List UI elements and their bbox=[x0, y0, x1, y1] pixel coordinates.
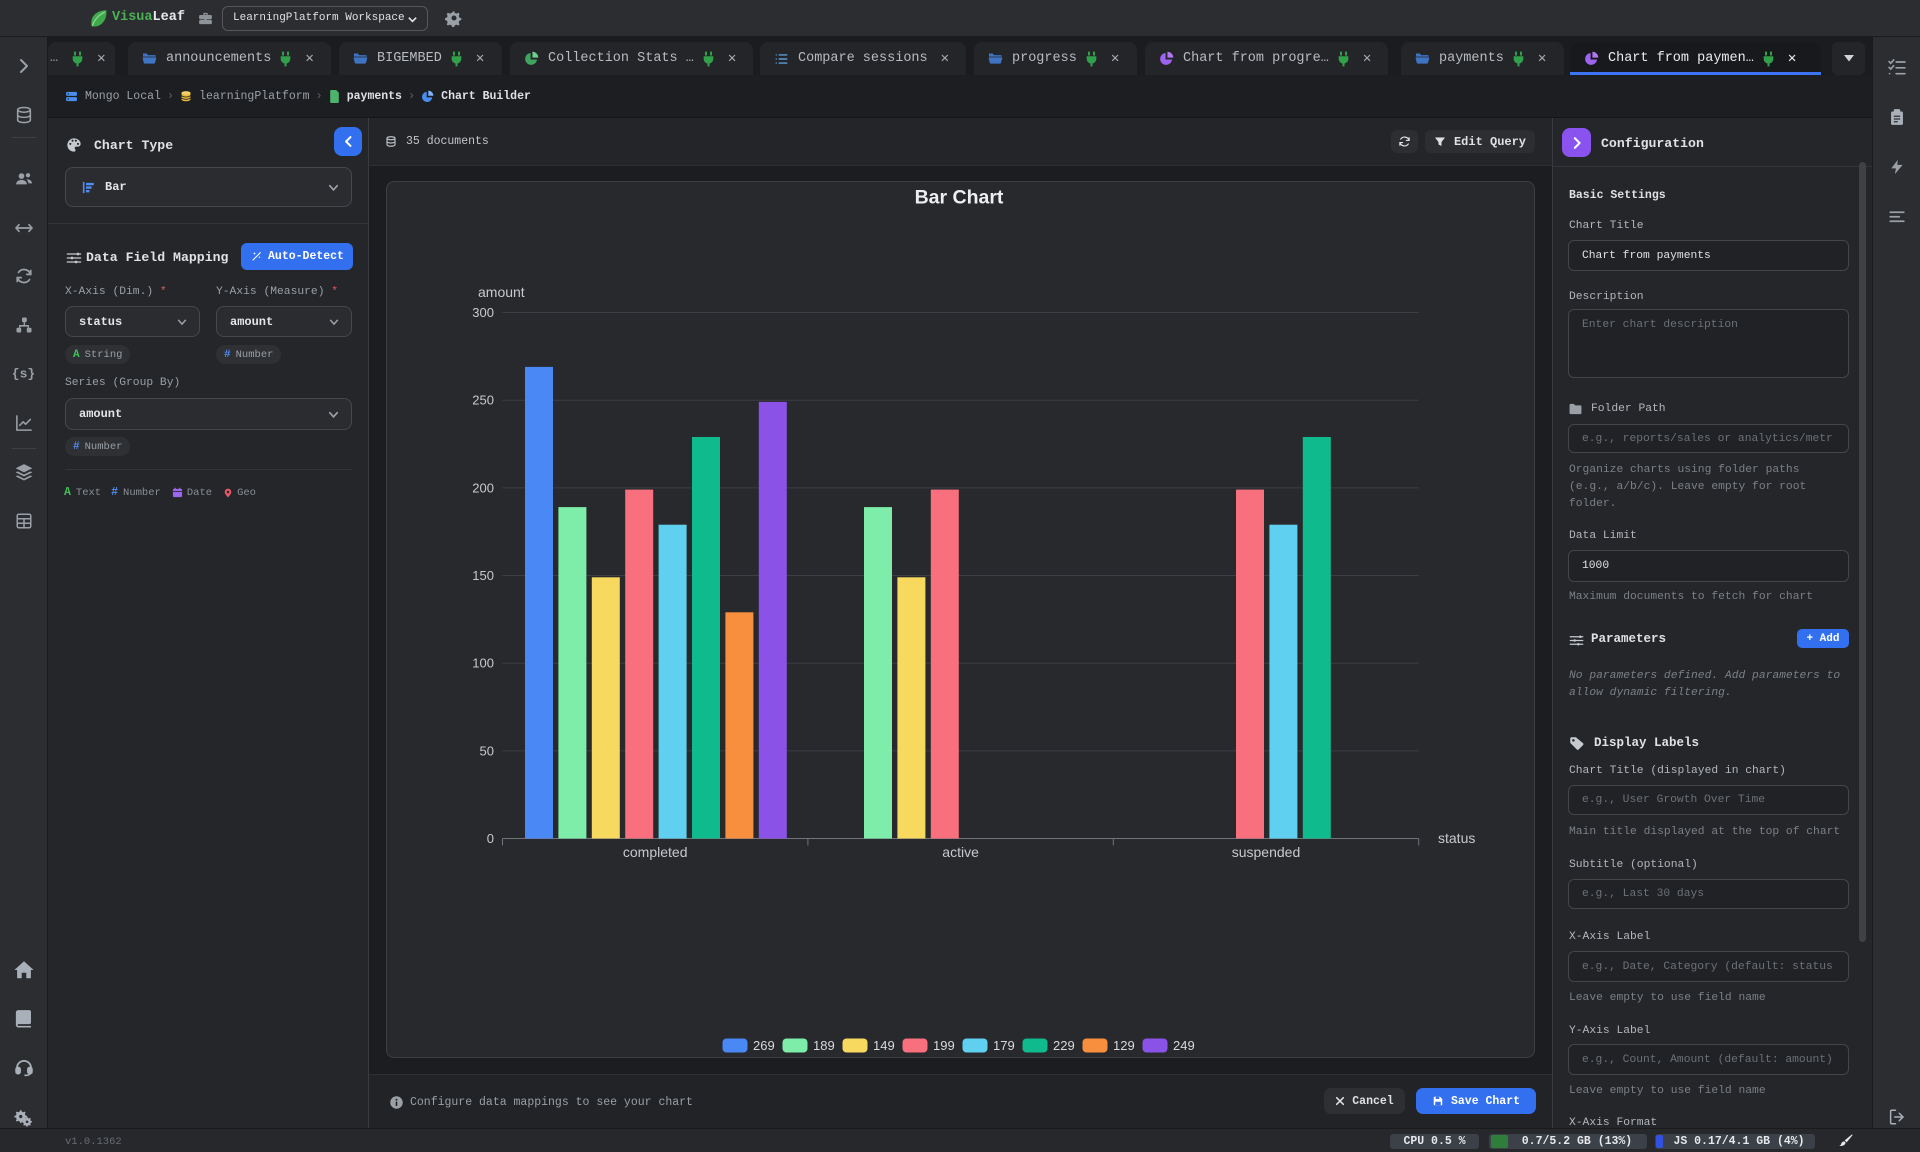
svg-text:200: 200 bbox=[472, 480, 494, 495]
svg-text:completed: completed bbox=[623, 844, 688, 860]
svg-text:50: 50 bbox=[480, 743, 494, 758]
svg-text:189: 189 bbox=[813, 1038, 835, 1053]
svg-text:269: 269 bbox=[753, 1038, 775, 1053]
svg-text:129: 129 bbox=[1113, 1038, 1135, 1053]
svg-text:amount: amount bbox=[478, 284, 525, 300]
svg-text:0: 0 bbox=[487, 831, 494, 846]
svg-text:status: status bbox=[1438, 830, 1475, 846]
svg-text:active: active bbox=[942, 844, 979, 860]
svg-text:suspended: suspended bbox=[1232, 844, 1301, 860]
svg-text:Bar Chart: Bar Chart bbox=[915, 187, 1004, 209]
svg-text:249: 249 bbox=[1173, 1038, 1195, 1053]
svg-text:100: 100 bbox=[472, 656, 494, 671]
svg-text:149: 149 bbox=[873, 1038, 895, 1053]
svg-text:250: 250 bbox=[472, 393, 494, 408]
svg-text:300: 300 bbox=[472, 305, 494, 320]
svg-text:179: 179 bbox=[993, 1038, 1015, 1053]
svg-text:199: 199 bbox=[933, 1038, 955, 1053]
svg-text:229: 229 bbox=[1053, 1038, 1075, 1053]
svg-text:150: 150 bbox=[472, 568, 494, 583]
